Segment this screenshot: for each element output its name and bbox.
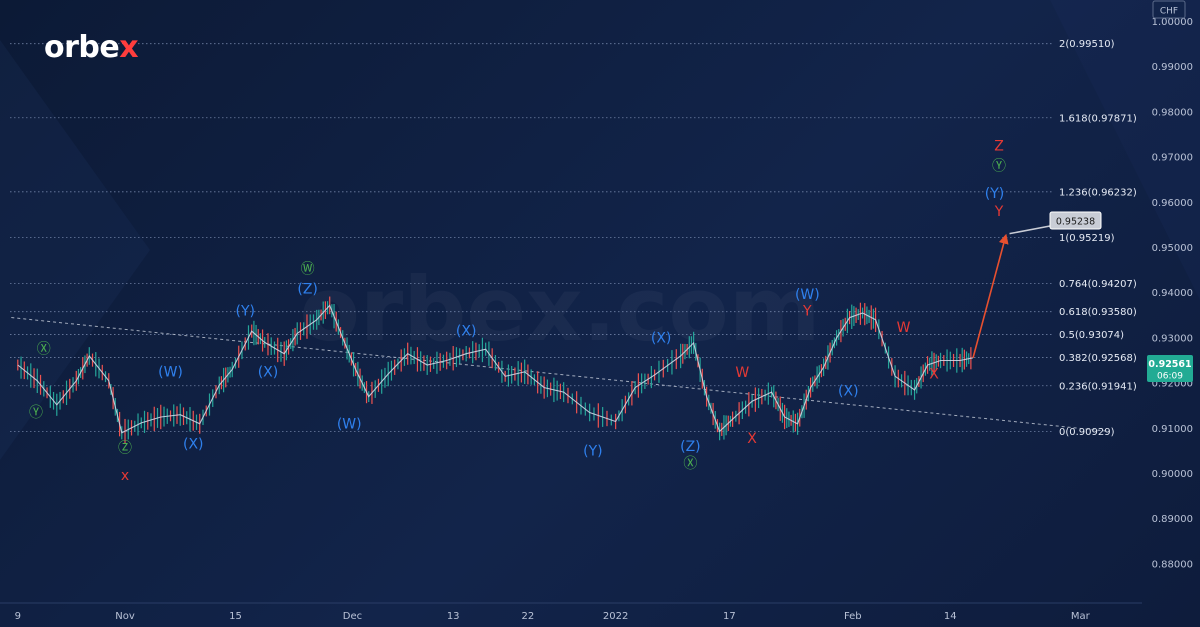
currency-box[interactable]: CHF (1152, 0, 1186, 19)
x-tick-label: Dec (343, 611, 362, 622)
x-axis: 9 Nov 15 Dec 13 22 2022 17 Feb 14 Mar (0, 602, 1142, 622)
wave-label: (Y) (235, 303, 254, 319)
orbex-logo: orbex (44, 30, 139, 65)
wave-label: Ⓧ (37, 342, 51, 358)
wave-label: x (121, 468, 129, 484)
y-tick-label: 1.00000 (1152, 17, 1193, 28)
watermark-text: orbex.com (299, 258, 820, 361)
x-tick-label: Mar (1071, 611, 1091, 622)
target-tag-value: 0.95238 (1056, 217, 1095, 228)
wave-label: (X) (258, 364, 279, 380)
wave-label: (Z) (680, 439, 701, 455)
projection-arrow (972, 233, 1009, 358)
wave-label: W (897, 320, 911, 336)
wave-label: Ⓦ (301, 262, 315, 278)
y-tick-label: 0.99000 (1152, 62, 1193, 73)
x-tick-label: Nov (115, 611, 135, 622)
y-tick-label: 0.91000 (1152, 424, 1193, 435)
x-tick-label: 15 (229, 611, 242, 622)
projection (972, 225, 1051, 358)
price-line (17, 304, 974, 434)
wave-label: Ⓧ (683, 456, 697, 472)
wave-label: Z (994, 138, 1004, 154)
wave-label: (Y) (985, 186, 1004, 202)
fib-label: 0.382(0.92568) (1059, 353, 1137, 364)
fib-label: 0(0.90929) (1059, 427, 1115, 438)
fib-label: 0.5(0.93074) (1059, 330, 1124, 341)
wave-label: Ⓨ (992, 159, 1006, 175)
current-price-tag: 0.92561 06:09 (1147, 355, 1193, 382)
y-tick-label: 0.88000 (1152, 559, 1193, 570)
wave-label: (W) (337, 416, 362, 432)
background-shapes (0, 0, 1200, 460)
x-tick-label: 14 (944, 611, 957, 622)
x-tick-label: 9 (15, 611, 21, 622)
x-tick-label: 17 (723, 611, 736, 622)
wave-labels: ⓍⓎⓏx(W)(X)(Y)(X)Ⓦ(Z)(W)(X)(Y)(X)(Z)ⓍWX(W… (29, 138, 1006, 484)
y-tick-label: 0.90000 (1152, 469, 1193, 480)
target-tag: 0.95238 (1049, 211, 1102, 230)
wave-label: Y (802, 303, 812, 319)
x-tick-label: 22 (522, 611, 535, 622)
wave-label: X (929, 367, 939, 383)
fib-label: 2(0.99510) (1059, 39, 1115, 50)
y-tick-label: 0.95000 (1152, 243, 1193, 254)
wave-label: Ⓩ (118, 441, 132, 457)
y-axis: 1.00000 0.99000 0.98000 0.97000 0.96000 0.950… (1152, 17, 1193, 570)
fib-label: 0.236(0.91941) (1059, 381, 1137, 392)
wave-label: (X) (651, 330, 672, 346)
trendline (11, 317, 1110, 432)
current-price-value: 0.92561 (1148, 359, 1191, 370)
trend-line (11, 317, 1110, 432)
wave-label: X (747, 431, 757, 447)
wave-label: Y (994, 204, 1004, 220)
fib-label: 1.236(0.96232) (1059, 187, 1137, 198)
y-tick-label: 0.98000 (1152, 107, 1193, 118)
x-tick-label: 2022 (603, 611, 628, 622)
wave-label: (Y) (583, 443, 602, 459)
price-series (17, 296, 974, 444)
currency-label: CHF (1160, 7, 1178, 17)
target-connector (1009, 225, 1051, 235)
x-tick-label: Feb (844, 611, 862, 622)
y-tick-label: 0.96000 (1152, 198, 1193, 209)
wave-label: (W) (158, 364, 183, 380)
y-tick-label: 0.93000 (1152, 333, 1193, 344)
x-tick-label: 13 (447, 611, 460, 622)
wave-label: (X) (183, 437, 204, 453)
candle-timer: 06:09 (1157, 372, 1183, 382)
y-tick-label: 0.92000 (1152, 379, 1193, 390)
y-tick-label: 0.97000 (1152, 153, 1193, 164)
wave-label: Ⓨ (29, 405, 43, 421)
wave-label: (X) (456, 324, 477, 340)
y-tick-label: 0.89000 (1152, 514, 1193, 525)
fib-label: 0.764(0.94207) (1059, 279, 1137, 290)
wave-label: W (735, 365, 749, 381)
fib-label: 0.618(0.93580) (1059, 307, 1137, 318)
wave-label: (X) (838, 383, 859, 399)
y-tick-label: 0.94000 (1152, 288, 1193, 299)
fib-label: 1.618(0.97871) (1059, 113, 1137, 124)
wave-label: (W) (795, 287, 820, 303)
fibonacci-levels: 2(0.99510) 1.618(0.97871) 1.236(0.96232) 1(… (10, 39, 1137, 438)
fib-label: 1(0.95219) (1059, 233, 1115, 244)
wave-label: (Z) (297, 282, 318, 298)
